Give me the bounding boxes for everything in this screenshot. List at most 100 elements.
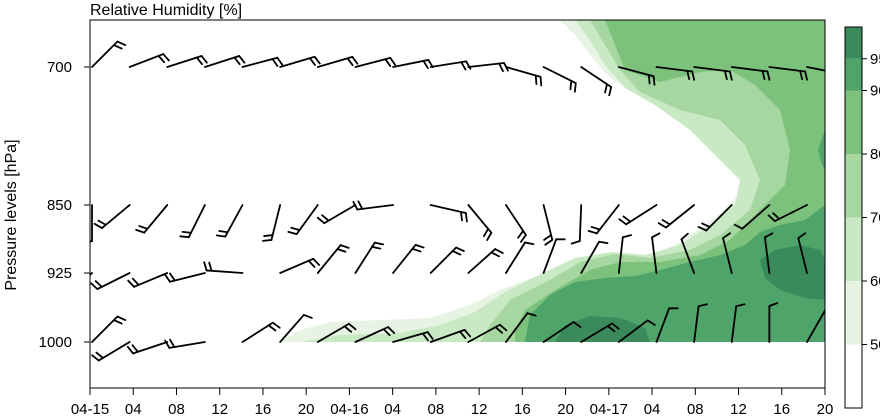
x-tick-label: 20 (817, 401, 834, 418)
wind-barb-feather (179, 235, 190, 239)
wind-barb-feather (494, 326, 503, 334)
wind-barb (542, 66, 577, 93)
wind-barb-shaft (505, 66, 542, 78)
wind-barb-feather (387, 326, 396, 335)
wind-barb (570, 204, 583, 245)
wind-barb-shaft (316, 56, 354, 68)
wind-barb (587, 204, 620, 235)
wind-barb-shaft (467, 62, 505, 68)
wind-barb-shaft (224, 204, 244, 238)
wind-barb-feather (524, 241, 535, 246)
y-tick-label: 850 (47, 197, 72, 214)
wind-barb-feather (316, 216, 326, 225)
wind-barb (580, 240, 609, 274)
wind-barb-feather (458, 330, 467, 339)
wind-barb-feather (543, 234, 552, 241)
wind-barb (617, 319, 656, 343)
wind-barb-shaft (295, 204, 319, 236)
wind-barb (429, 246, 465, 274)
wind-barb-shaft (542, 321, 575, 343)
wind-barb-feather (414, 243, 425, 249)
wind-barb-shaft (730, 305, 738, 343)
wind-barb (806, 309, 825, 343)
wind-barb-shaft (91, 40, 119, 68)
wind-barb-shaft (392, 243, 417, 274)
wind-barb-feather (701, 222, 711, 228)
wind-barb (203, 261, 244, 274)
wind-barb-feather (520, 234, 527, 243)
wind-barb (164, 338, 206, 349)
wind-barb-feather (570, 240, 581, 245)
wind-barb (392, 331, 434, 343)
wind-barb-feather (208, 261, 213, 272)
x-tick-label: 08 (428, 401, 445, 418)
wind-barb (164, 272, 206, 283)
wind-barb-shaft (316, 322, 350, 343)
wind-barb-shaft (542, 204, 554, 241)
wind-barb-feather (735, 303, 746, 308)
x-tick-label: 16 (255, 401, 272, 418)
wind-barb (542, 321, 582, 343)
x-tick-label: 04-17 (590, 401, 628, 418)
wind-barb-shaft (429, 328, 466, 343)
wind-barb-feather (804, 70, 808, 81)
wind-barb-shaft (542, 238, 558, 274)
wind-barb-feather (686, 69, 691, 81)
wind-barb (91, 40, 127, 68)
wind-barb-shaft (203, 55, 241, 68)
wind-barb-feather (498, 62, 504, 73)
wind-barb-shaft (467, 248, 497, 274)
wind-barb-feather (451, 250, 462, 256)
wind-barb-shaft (741, 204, 771, 230)
contour-band-90 (525, 130, 825, 342)
wind-barb (90, 272, 131, 290)
wind-barb-feather (411, 247, 422, 253)
wind-barb-feather (463, 328, 472, 338)
wind-barb (651, 232, 661, 274)
x-tick-label: 12 (471, 401, 488, 418)
wind-barb-feather (347, 322, 357, 331)
wind-barb-feather (697, 303, 708, 308)
colorbar-band (845, 281, 862, 345)
wind-barb-feather (569, 79, 573, 91)
wind-barb-shaft (168, 341, 206, 349)
wind-barb-shaft (187, 204, 206, 239)
x-tick-label: 16 (773, 401, 790, 418)
wind-barb-feather (382, 328, 391, 337)
wind-barb-feather (733, 223, 744, 230)
wind-barb-feather (203, 261, 208, 272)
wind-barb-feather (604, 83, 608, 94)
wind-barb-feather (157, 54, 166, 64)
wind-barb-feather (287, 230, 298, 236)
wind-barb-shaft (166, 55, 203, 68)
wind-barb (91, 315, 127, 343)
wind-barb-feather (483, 227, 490, 238)
wind-barb (241, 321, 281, 343)
wind-barb-feather (116, 315, 127, 321)
wind-barb-feather (131, 277, 140, 286)
x-tick-label: 04 (384, 401, 401, 418)
wind-barb-feather (95, 351, 104, 359)
wind-barb (128, 53, 170, 68)
wind-barb-feather (90, 282, 99, 290)
wind-barb-shaft (96, 272, 131, 290)
wind-barb-feather (460, 210, 463, 222)
wind-barb-feather (336, 248, 347, 253)
wind-barb-shaft (205, 269, 244, 274)
wind-barb-feather (169, 338, 176, 348)
wind-barb (126, 341, 169, 355)
wind-barb-feather (302, 314, 313, 319)
humidity-contour-fill (280, 20, 825, 342)
wind-barb-shaft (467, 323, 501, 343)
x-tick-label: 04-15 (71, 401, 109, 418)
wind-barb-feather (772, 212, 781, 220)
wind-barb-feather (263, 234, 274, 237)
wind-barb-shaft (705, 204, 733, 232)
wind-barb-feather (307, 259, 316, 268)
wind-barb (166, 55, 208, 68)
wind-barb-feather (90, 240, 93, 243)
wind-barb (262, 204, 282, 242)
wind-barb-feather (646, 319, 656, 326)
colorbar-band (845, 90, 862, 154)
